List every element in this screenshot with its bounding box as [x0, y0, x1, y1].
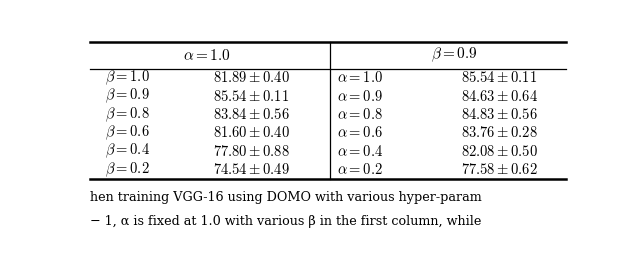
Text: $\alpha = 0.8$: $\alpha = 0.8$ [337, 107, 383, 122]
Text: $\alpha = 0.6$: $\alpha = 0.6$ [337, 125, 383, 140]
Text: $\beta = 0.2$: $\beta = 0.2$ [105, 160, 150, 179]
Text: $83.76 \pm 0.28$: $83.76 \pm 0.28$ [461, 125, 538, 140]
Text: $\beta = 0.9$: $\beta = 0.9$ [105, 87, 150, 105]
Text: $\alpha = 0.9$: $\alpha = 0.9$ [337, 89, 383, 104]
Text: $81.89 \pm 0.40$: $81.89 \pm 0.40$ [212, 70, 290, 85]
Text: $74.54 \pm 0.49$: $74.54 \pm 0.49$ [212, 162, 289, 177]
Text: $\alpha = 1.0$: $\alpha = 1.0$ [337, 70, 383, 85]
Text: $\mathbf{85.54} \pm 0.11$: $\mathbf{85.54} \pm 0.11$ [461, 70, 538, 85]
Text: $\beta = 0.4$: $\beta = 0.4$ [105, 142, 150, 160]
Text: $81.60 \pm 0.40$: $81.60 \pm 0.40$ [212, 125, 290, 140]
Text: $\beta = 0.8$: $\beta = 0.8$ [105, 105, 150, 124]
Text: $77.80 \pm 0.88$: $77.80 \pm 0.88$ [212, 144, 289, 159]
Text: $82.08 \pm 0.50$: $82.08 \pm 0.50$ [461, 144, 538, 159]
Text: $84.63 \pm 0.64$: $84.63 \pm 0.64$ [461, 89, 538, 104]
Text: $\alpha = 0.4$: $\alpha = 0.4$ [337, 144, 383, 159]
Text: $\mathbf{85.54} \pm 0.11$: $\mathbf{85.54} \pm 0.11$ [213, 89, 289, 104]
Text: hen training VGG-16 using DOMO with various hyper-param: hen training VGG-16 using DOMO with vari… [90, 191, 482, 204]
Text: $\beta = 1.0$: $\beta = 1.0$ [105, 69, 150, 87]
Text: $\alpha = 1.0$: $\alpha = 1.0$ [182, 48, 230, 63]
Text: $\alpha = 0.2$: $\alpha = 0.2$ [337, 162, 383, 177]
Text: $77.58 \pm 0.62$: $77.58 \pm 0.62$ [461, 162, 538, 177]
Text: − 1, α is fixed at 1.0 with various β in the first column, while: − 1, α is fixed at 1.0 with various β in… [90, 215, 481, 228]
Text: $83.84 \pm 0.56$: $83.84 \pm 0.56$ [212, 107, 289, 122]
Text: $\beta = 0.9$: $\beta = 0.9$ [431, 46, 478, 64]
Text: $\beta = 0.6$: $\beta = 0.6$ [105, 123, 150, 142]
Text: $84.83 \pm 0.56$: $84.83 \pm 0.56$ [461, 107, 538, 122]
